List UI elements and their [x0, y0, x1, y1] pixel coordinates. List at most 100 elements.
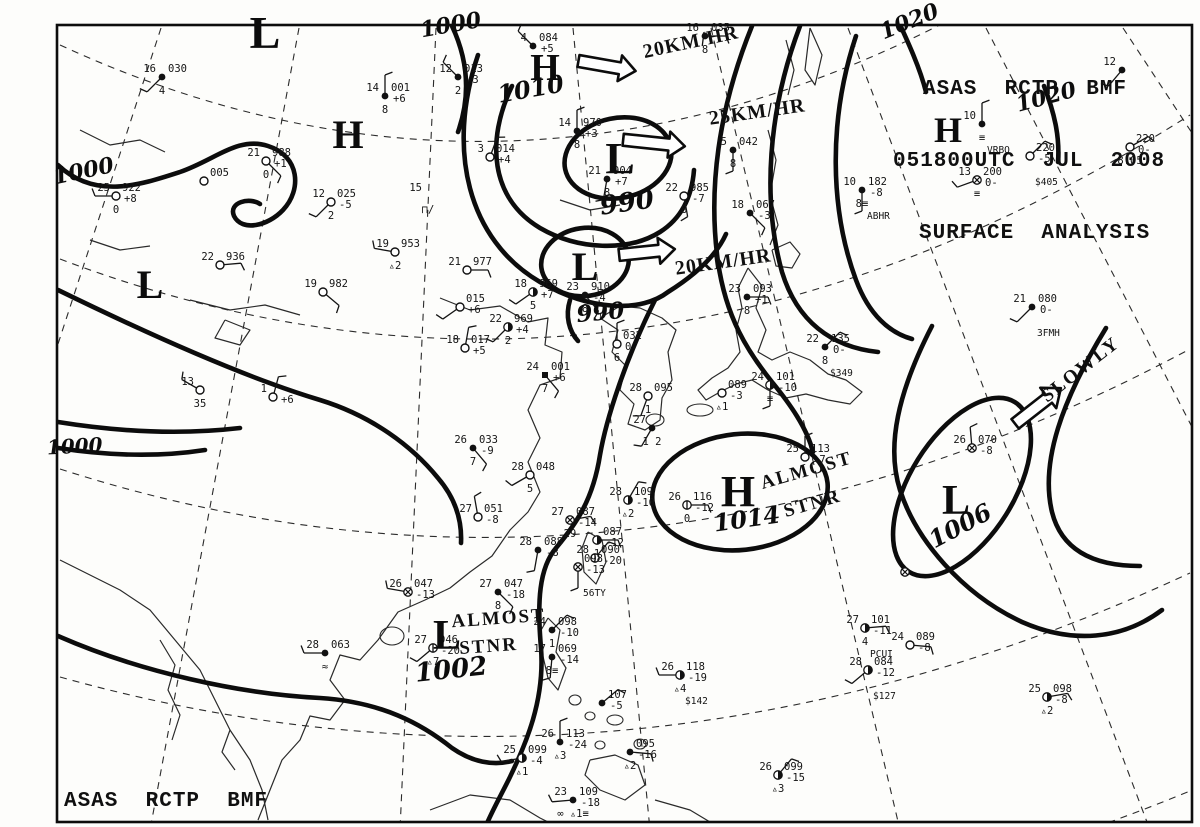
station-weather: 8: [730, 158, 736, 170]
station-temp: 19: [376, 238, 389, 250]
station-pressure: 048: [536, 461, 555, 473]
station-plot: 25 113-7: [786, 432, 830, 466]
station-temp: 28: [306, 639, 319, 651]
station-symbol-icon: [390, 247, 400, 257]
station-note: ABHR: [867, 211, 890, 222]
map-frame: [55, 23, 1194, 824]
station-weather: ▵1: [716, 401, 729, 413]
wind-barb-icon: [1009, 306, 1033, 323]
station-plot: 1 +6: [261, 375, 294, 406]
station-pressure: 220: [1036, 142, 1055, 154]
station-symbol-icon: [612, 339, 622, 349]
isobar-path: [897, 25, 929, 95]
station-weather: 8: [582, 303, 588, 315]
station-plot: [900, 567, 910, 577]
station-pressure: 107: [608, 689, 627, 701]
product-id: ASAS RCTP BMF: [64, 790, 269, 813]
station-temp: 13: [958, 166, 971, 178]
isobar-path: [57, 633, 515, 766]
station-symbol-icon: [494, 588, 502, 596]
station-symbol-icon: [556, 738, 564, 746]
station-temp: 26: [759, 761, 772, 773]
station-pressure: 047: [414, 578, 433, 590]
station-temp: 27: [414, 634, 427, 646]
station-weather: ⊓/: [422, 204, 435, 216]
wind-barb-icon: [139, 76, 163, 93]
station-tendency: -8: [1055, 694, 1068, 706]
station-plot: 18 017+5: [446, 325, 490, 357]
station-plot: 18 969+7 5: [508, 278, 558, 312]
station-plot: 220-5 $405: [1025, 140, 1058, 188]
movement-speed-label: 25KM/HR: [708, 94, 807, 129]
station-tendency: -20: [441, 645, 460, 657]
movement-arrow-icon: [1010, 386, 1063, 430]
station-temp: 3: [478, 143, 484, 155]
station-plot: 22 985-7 8: [665, 182, 709, 222]
station-weather: ▵1: [516, 766, 529, 778]
station-tendency: 0-: [1138, 144, 1151, 156]
station-temp: 17: [533, 643, 546, 655]
station-tendency: +6: [468, 304, 481, 316]
station-tendency: -10: [778, 382, 797, 394]
station-tendency: +7: [541, 289, 554, 301]
station-symbol-icon: [648, 424, 656, 432]
station-tendency: -3: [730, 390, 743, 402]
station-plot: 19 982: [304, 278, 348, 314]
pressure-system-h: H: [530, 47, 560, 89]
station-symbol-icon: [268, 392, 278, 402]
pressure-system-l: L: [572, 244, 599, 289]
station-pressure: 922: [122, 182, 141, 194]
station-plot: 12 025-5 2: [308, 188, 356, 222]
station-tendency: -3: [466, 74, 479, 86]
station-pressure: 116: [693, 491, 712, 503]
station-weather: 7: [470, 456, 476, 468]
station-plot: 089-3▵1: [716, 379, 747, 413]
station-pressure: 969: [514, 313, 533, 325]
station-tendency: -9: [481, 445, 494, 457]
station-pressure: 985: [690, 182, 709, 194]
station-plot: 005: [199, 167, 229, 186]
station-weather: 8: [495, 600, 501, 612]
station-tendency: -18: [506, 589, 525, 601]
isobar-path: [712, 25, 816, 455]
station-temp: 12: [312, 188, 325, 200]
station-note: $349: [830, 368, 853, 379]
station-plot: 19 953 ▵2: [372, 238, 420, 272]
station-plot: 107-5: [598, 688, 627, 712]
pressure-system-l: L: [137, 262, 164, 307]
isobar-value-label: 1010: [495, 68, 566, 108]
movement-annotation: STNR: [781, 486, 843, 522]
station-plot: 098-13 56TY: [570, 553, 606, 599]
station-pressure: 089: [728, 379, 747, 391]
station-symbol-icon: [643, 391, 653, 401]
isobar-path: [565, 297, 581, 344]
station-pressure: 088: [544, 536, 563, 548]
station-tendency: +1: [274, 158, 287, 170]
station-plot: 28 084-12 $127: [844, 656, 896, 702]
station-tendency: -8: [980, 445, 993, 457]
station-weather: 1 2: [643, 436, 662, 448]
wind-barb-icon: [1100, 69, 1123, 87]
station-temp: 10: [963, 110, 976, 122]
station-tendency: +4: [516, 324, 529, 336]
station-pressure: 982: [329, 278, 348, 290]
station-plot: 4 084+5: [517, 23, 558, 55]
station-symbol-icon: [603, 175, 611, 183]
station-temp: 26: [668, 491, 681, 503]
movement-annotation: ALMOST: [451, 605, 547, 633]
station-weather: 8≡: [856, 198, 869, 210]
station-symbol-icon: [195, 385, 205, 395]
station-tendency: -8: [486, 514, 499, 526]
station-temp: 27: [459, 503, 472, 515]
station-pressure: 005: [210, 167, 229, 179]
station-temp: 24: [751, 371, 764, 383]
station-pressure: 063: [331, 639, 350, 651]
station-symbol-icon: [462, 265, 472, 275]
isobar-path: [1041, 83, 1061, 165]
station-tendency: -18: [581, 797, 600, 809]
